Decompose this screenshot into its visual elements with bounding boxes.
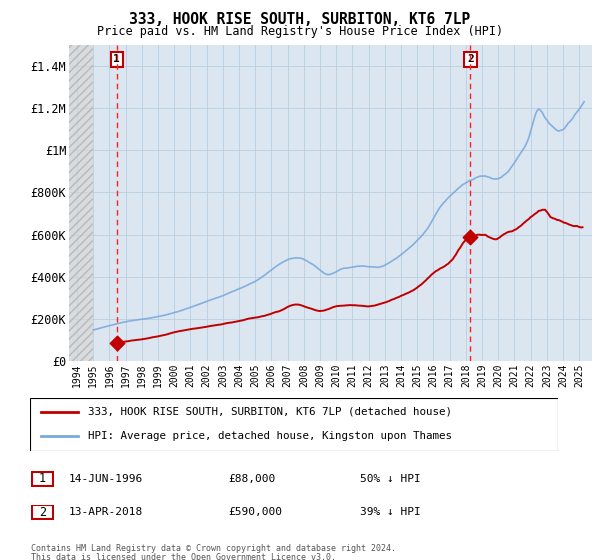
Text: 1: 1 [39,472,46,486]
Text: 2: 2 [467,54,474,64]
Point [466,232,475,241]
Text: 14-JUN-1996: 14-JUN-1996 [69,474,143,484]
Text: Price paid vs. HM Land Registry's House Price Index (HPI): Price paid vs. HM Land Registry's House … [97,25,503,38]
Point [112,338,122,347]
Text: 333, HOOK RISE SOUTH, SURBITON, KT6 7LP (detached house): 333, HOOK RISE SOUTH, SURBITON, KT6 7LP … [88,407,452,417]
Text: 1: 1 [113,54,120,64]
Text: £88,000: £88,000 [228,474,275,484]
Bar [69,45,93,361]
Text: HPI: Average price, detached house, Kingston upon Thames: HPI: Average price, detached house, King… [88,431,452,441]
Text: 13-APR-2018: 13-APR-2018 [69,507,143,517]
Text: This data is licensed under the Open Government Licence v3.0.: This data is licensed under the Open Gov… [31,553,336,560]
Text: 50% ↓ HPI: 50% ↓ HPI [360,474,421,484]
Text: 2: 2 [39,506,46,519]
Text: 333, HOOK RISE SOUTH, SURBITON, KT6 7LP: 333, HOOK RISE SOUTH, SURBITON, KT6 7LP [130,12,470,27]
Text: Contains HM Land Registry data © Crown copyright and database right 2024.: Contains HM Land Registry data © Crown c… [31,544,396,553]
Text: £590,000: £590,000 [228,507,282,517]
Text: 39% ↓ HPI: 39% ↓ HPI [360,507,421,517]
